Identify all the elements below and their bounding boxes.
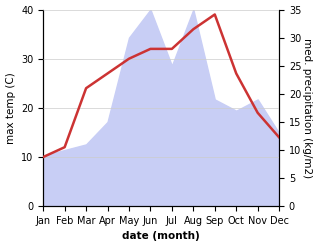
X-axis label: date (month): date (month) xyxy=(122,231,200,242)
Y-axis label: med. precipitation (kg/m2): med. precipitation (kg/m2) xyxy=(302,38,313,178)
Y-axis label: max temp (C): max temp (C) xyxy=(5,72,16,144)
